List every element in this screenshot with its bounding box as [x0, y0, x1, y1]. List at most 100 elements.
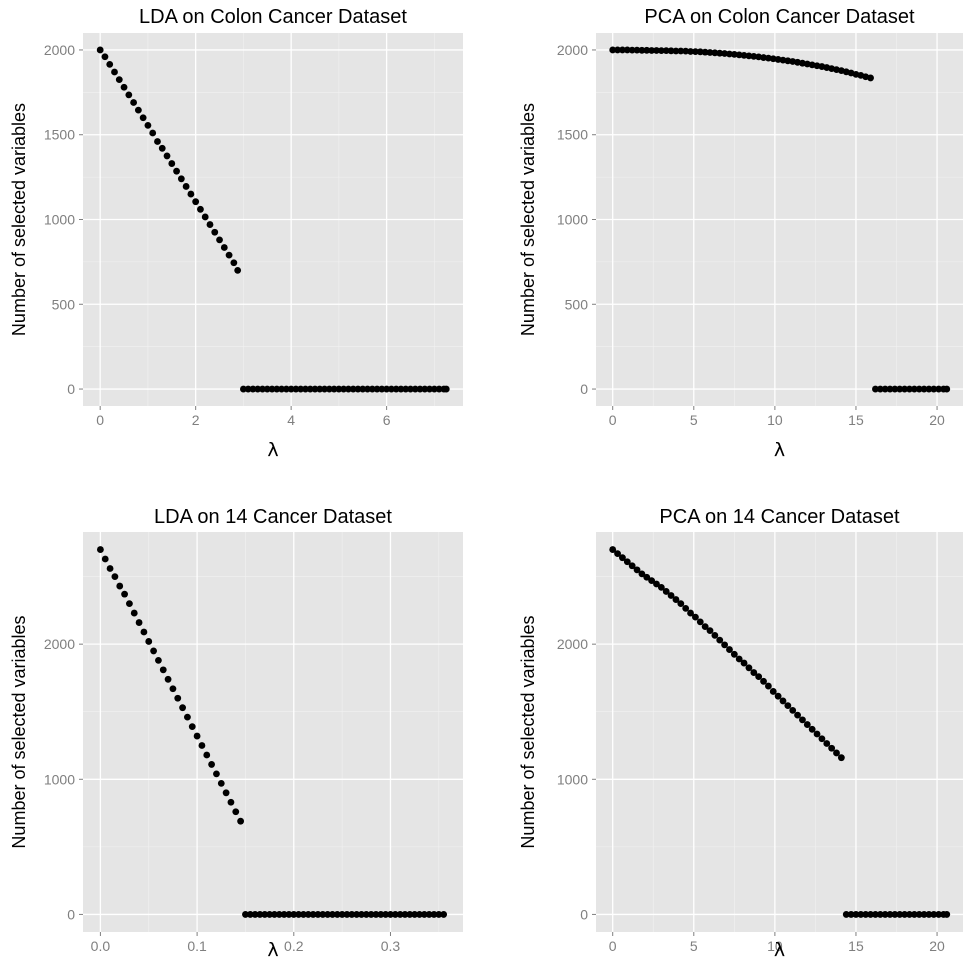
data-point [168, 160, 176, 167]
data-point [378, 385, 386, 393]
data-point [896, 385, 904, 393]
data-point [867, 74, 874, 82]
x-axis-title: λ [774, 939, 785, 961]
x-tick-label: 5 [690, 412, 698, 428]
data-point [411, 385, 419, 393]
data-point [696, 618, 704, 626]
data-point [653, 47, 660, 54]
x-tick-label: 0 [609, 938, 617, 954]
y-tick-label: 2000 [44, 42, 75, 58]
data-point [246, 911, 254, 918]
data-point [657, 584, 665, 591]
data-point [343, 911, 351, 918]
data-point [906, 385, 913, 393]
data-point [340, 385, 348, 393]
x-tick-label: 0 [96, 412, 104, 428]
data-point [638, 570, 646, 578]
data-point [735, 655, 743, 663]
data-point [755, 673, 763, 680]
data-point [411, 911, 419, 918]
data-point [726, 646, 733, 653]
data-point [750, 669, 758, 676]
data-point [325, 385, 333, 393]
data-point [943, 385, 951, 393]
data-point [623, 46, 631, 54]
data-point [862, 911, 870, 918]
x-tick-label: 0.2 [284, 938, 304, 954]
data-point [794, 711, 801, 719]
data-point [406, 911, 414, 918]
data-point [823, 740, 831, 747]
data-point [925, 911, 933, 918]
data-point [193, 732, 201, 740]
data-point [155, 656, 162, 664]
data-point [653, 580, 660, 588]
data-point [706, 627, 714, 635]
data-point [130, 609, 138, 617]
data-point [158, 144, 166, 152]
data-point [120, 83, 128, 91]
data-point [416, 911, 423, 918]
data-point [662, 588, 670, 595]
data-point [833, 749, 840, 757]
data-point [891, 385, 899, 393]
y-tick-label: 1500 [44, 127, 75, 143]
data-point [225, 251, 233, 259]
data-point [711, 631, 719, 639]
data-point [808, 725, 816, 733]
data-point [633, 566, 641, 574]
data-point [275, 911, 283, 918]
data-point [282, 385, 290, 393]
data-point [847, 911, 855, 918]
data-point [920, 385, 928, 393]
data-point [271, 911, 278, 918]
y-tick-label: 1000 [557, 212, 588, 228]
data-point [324, 911, 332, 918]
data-point [115, 76, 123, 84]
data-point [730, 650, 738, 658]
data-point [227, 798, 235, 806]
data-point [287, 385, 295, 393]
data-point [837, 754, 845, 762]
data-point [716, 636, 724, 644]
data-point [852, 911, 860, 918]
data-point [886, 385, 894, 393]
data-point [764, 682, 772, 690]
data-point [774, 692, 782, 700]
data-point [144, 122, 152, 129]
data-point [925, 385, 933, 393]
data-point [197, 205, 204, 213]
data-point [687, 609, 694, 617]
data-point [760, 677, 767, 685]
x-tick-label: 15 [848, 938, 864, 954]
data-point [309, 911, 317, 918]
x-tick-label: 10 [767, 412, 783, 428]
x-tick-label: 4 [287, 412, 295, 428]
data-point [910, 911, 918, 918]
y-tick-label: 1500 [557, 127, 588, 143]
x-tick-label: 5 [690, 938, 698, 954]
data-point [198, 742, 206, 749]
data-point [251, 911, 259, 918]
data-point [726, 50, 733, 58]
y-tick-label: 500 [52, 296, 76, 312]
data-point [828, 744, 836, 752]
data-point [367, 911, 375, 918]
data-point [349, 385, 357, 393]
chart-title: PCA on 14 Cancer Dataset [659, 506, 900, 528]
data-point [261, 911, 269, 918]
data-point [643, 573, 651, 581]
data-point [696, 48, 704, 56]
data-point [101, 53, 109, 61]
data-point [173, 167, 180, 175]
data-point [915, 385, 923, 393]
data-point [407, 385, 414, 393]
data-point [140, 628, 148, 636]
data-point [321, 385, 328, 393]
x-tick-label: 20 [929, 412, 945, 428]
data-point [163, 152, 171, 160]
data-point [609, 46, 617, 54]
chart-title: PCA on Colon Cancer Dataset [644, 6, 915, 28]
data-point [442, 385, 450, 393]
data-point [430, 911, 438, 918]
